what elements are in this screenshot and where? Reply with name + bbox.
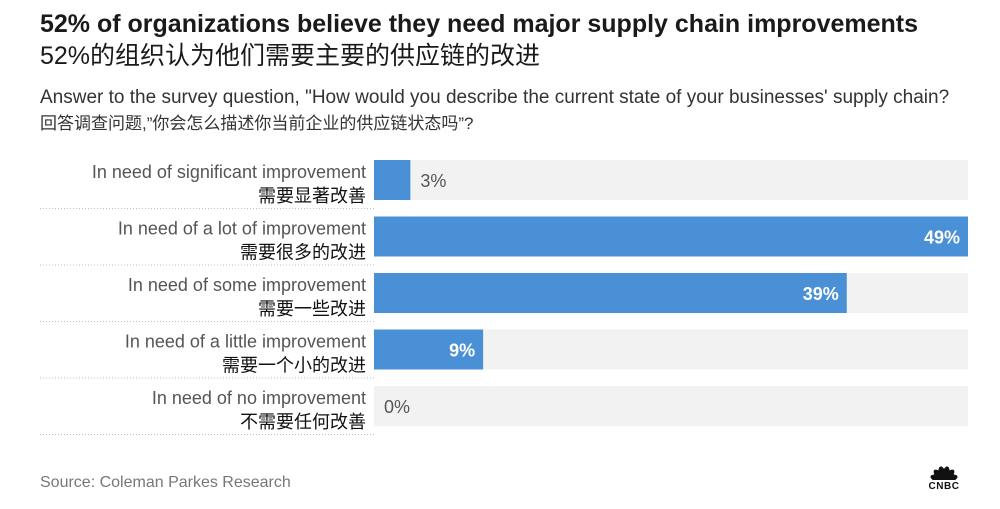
chart-title: 52% of organizations believe they need m… (40, 8, 970, 72)
bar (374, 273, 847, 313)
category-label-cn: 不需要任何改善 (240, 412, 366, 432)
chart-title-en: 52% of organizations believe they need m… (40, 10, 919, 38)
category-label-cn: 需要显著改善 (258, 186, 366, 206)
category-label-en: In need of no improvement (152, 388, 366, 408)
bar-track (374, 386, 968, 426)
cnbc-peacock-icon (912, 466, 976, 496)
bar (374, 329, 484, 370)
value-label: 49% (924, 228, 960, 248)
value-label: 0% (384, 397, 410, 417)
chart-subtitle-cn: 回答调查问题,”你会怎么描述你当前企业的供应链状态吗”? (40, 114, 474, 133)
bar-track (374, 160, 968, 200)
chart-title-cn: 52%的组织认为他们需要主要的供应链的改进 (40, 42, 541, 70)
chart-subtitle: Answer to the survey question, "How woul… (40, 85, 970, 137)
value-label: 9% (449, 341, 475, 361)
category-label-en: In need of significant improvement (92, 162, 366, 182)
category-label-en: In need of a lot of improvement (118, 219, 366, 239)
category-label-cn: 需要一个小的改进 (222, 356, 366, 376)
bar (374, 160, 411, 200)
category-label-cn: 需要一些改进 (258, 299, 366, 319)
chart-subtitle-en: Answer to the survey question, "How woul… (40, 87, 950, 108)
value-label: 39% (803, 284, 839, 304)
value-label: 3% (420, 171, 446, 191)
cnbc-logo-text: CNBC (928, 481, 960, 492)
category-label-cn: 需要很多的改进 (240, 243, 366, 263)
bar (374, 216, 968, 257)
bar-chart: In need of significant improvement 需要显著改善… (0, 150, 1000, 450)
bar-chart-svg: In need of significant improvement 需要显著改善… (40, 160, 968, 435)
source-note: Source: Coleman Parkes Research (40, 474, 291, 491)
category-label-en: In need of a little improvement (125, 332, 366, 352)
category-label-en: In need of some improvement (128, 275, 366, 295)
